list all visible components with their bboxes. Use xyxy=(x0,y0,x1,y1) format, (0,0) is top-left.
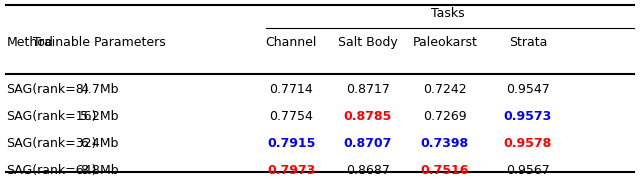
Text: Channel: Channel xyxy=(266,36,317,49)
Text: Salt Body: Salt Body xyxy=(338,36,398,49)
Text: 0.7754: 0.7754 xyxy=(269,110,313,123)
Text: SAG(rank=8): SAG(rank=8) xyxy=(6,83,89,96)
Text: 0.9567: 0.9567 xyxy=(506,164,550,177)
Text: 0.7973: 0.7973 xyxy=(267,164,316,177)
Text: 5.2Mb: 5.2Mb xyxy=(80,110,118,123)
Text: 8.8Mb: 8.8Mb xyxy=(80,164,118,177)
Text: SAG(rank=16): SAG(rank=16) xyxy=(6,110,97,123)
Text: Strata: Strata xyxy=(509,36,547,49)
Text: 0.8707: 0.8707 xyxy=(344,137,392,150)
Text: 0.8717: 0.8717 xyxy=(346,83,390,96)
Text: 0.7269: 0.7269 xyxy=(423,110,467,123)
Text: 0.9578: 0.9578 xyxy=(504,137,552,150)
Text: 6.4Mb: 6.4Mb xyxy=(80,137,118,150)
Text: 0.7714: 0.7714 xyxy=(269,83,313,96)
Text: Tasks: Tasks xyxy=(431,7,465,20)
Text: Paleokarst: Paleokarst xyxy=(412,36,477,49)
Text: Trainable Parameters: Trainable Parameters xyxy=(33,36,166,49)
Text: 0.8785: 0.8785 xyxy=(344,110,392,123)
Text: 0.7398: 0.7398 xyxy=(420,137,469,150)
Text: 0.9547: 0.9547 xyxy=(506,83,550,96)
Text: 0.7516: 0.7516 xyxy=(420,164,469,177)
Text: 0.7242: 0.7242 xyxy=(423,83,467,96)
Text: 0.7915: 0.7915 xyxy=(267,137,316,150)
Text: 0.9573: 0.9573 xyxy=(504,110,552,123)
Text: Method: Method xyxy=(6,36,53,49)
Text: 4.7Mb: 4.7Mb xyxy=(80,83,118,96)
Text: 0.8687: 0.8687 xyxy=(346,164,390,177)
Text: SAG(rank=32): SAG(rank=32) xyxy=(6,137,97,150)
Text: SAG(rank=64): SAG(rank=64) xyxy=(6,164,97,177)
